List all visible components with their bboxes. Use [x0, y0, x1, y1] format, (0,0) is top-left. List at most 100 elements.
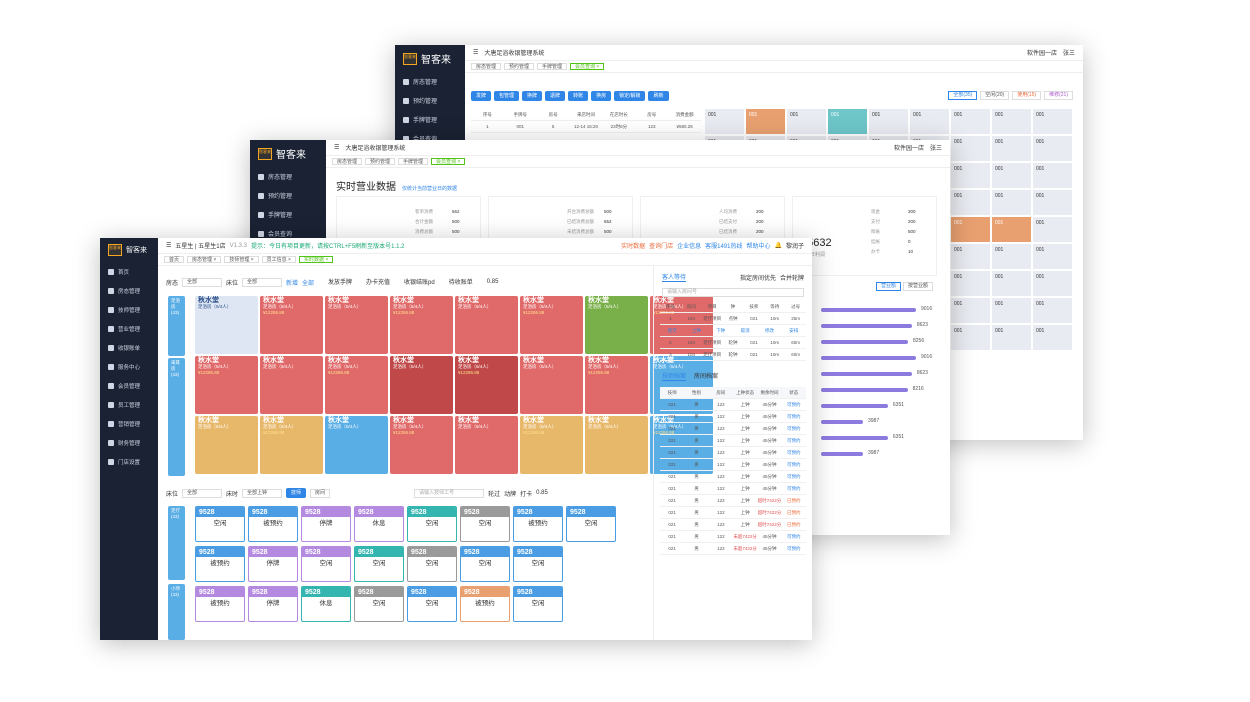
tech-card[interactable]: 9528 空闲 [301, 546, 351, 582]
front-nav-item[interactable]: 门店设置 [100, 452, 158, 471]
tab[interactable]: 房态管理 [471, 63, 502, 70]
filter-select[interactable]: 全部 [182, 278, 223, 287]
tech-card[interactable]: 9528 被预约 [248, 506, 298, 542]
user-name[interactable]: 黎润子 [785, 244, 804, 250]
tech-row[interactable]: 021 男 122 上钟 超时7422分 已预约 [660, 507, 806, 519]
front-nav-item[interactable]: 首页 [100, 262, 158, 281]
mid-nav-3[interactable]: 会员查询 [250, 224, 326, 243]
room-cell[interactable]: 001 [951, 163, 990, 188]
top-link[interactable]: 查询门店 [649, 244, 674, 250]
room-cell[interactable]: 001 [992, 325, 1031, 350]
room-cell[interactable]: 001 [1033, 325, 1072, 350]
tech-row[interactable]: 021 男 122 上钟 45分钟 可预约 [660, 423, 806, 435]
wait-row[interactable]: 1 104 足疗项目 点钟 021 10m 25m [660, 313, 806, 325]
tech-card[interactable]: 9528 停牌 [301, 506, 351, 542]
wait-tab[interactable]: 客人等待 [662, 272, 687, 282]
front-nav-item[interactable]: 财务管理 [100, 433, 158, 452]
user-name[interactable]: 张三 [929, 146, 942, 152]
room-cell[interactable]: 001 [992, 244, 1031, 269]
checkbox[interactable]: 合并轮牌 [779, 275, 804, 282]
front-nav-item[interactable]: 房态管理 [100, 281, 158, 300]
zoom-level[interactable]: 0.85 [536, 490, 548, 496]
tech-row[interactable]: 021 男 122 未超7422分 45分钟 可预约 [660, 543, 806, 555]
filter-all[interactable]: 全部(35) [948, 91, 978, 100]
tab[interactable]: 技师管理 × [224, 256, 259, 263]
top-link[interactable]: 帮助中心 [746, 244, 771, 250]
room-card[interactable]: 秋水堂 足浴房（5/4人） ¥12286.88 [195, 356, 258, 414]
room-card[interactable]: 秋水堂 足浴房（5/4人） ¥12286.88 [455, 356, 518, 414]
tech-card[interactable]: 9528 空闲 [460, 506, 510, 542]
tech-card[interactable]: 9528 空闲 [407, 546, 457, 582]
toolbar-button[interactable]: 包管理 [494, 91, 520, 101]
room-cell[interactable]: 001 [992, 271, 1031, 296]
front-nav-item[interactable]: 营销管理 [100, 414, 158, 433]
tech-card[interactable]: 9528 空闲 [195, 506, 245, 542]
tab[interactable]: 员工信息 × [261, 256, 296, 263]
menu-icon[interactable]: ☰ [334, 145, 340, 151]
room-cell[interactable]: 001 [869, 109, 908, 134]
tech-row[interactable]: 021 男 122 上钟 45分钟 可预约 [660, 411, 806, 423]
filter-link[interactable]: 全部 [302, 281, 315, 287]
zoom-level[interactable]: 0.85 [486, 278, 499, 285]
room-card[interactable]: 秋水堂 足浴房（5/4人） [325, 416, 388, 474]
action-button[interactable]: 发放手牌 [328, 280, 353, 286]
mid-nav-1[interactable]: 预约管理 [250, 186, 326, 205]
room-cell[interactable]: 001 [951, 298, 990, 323]
filter-link[interactable]: 新增 [286, 281, 299, 287]
room-cell[interactable]: 001 [992, 190, 1031, 215]
top-link[interactable]: 客服1491热线 [705, 244, 743, 250]
tab[interactable]: 房态管理 [332, 158, 363, 165]
toolbar-button[interactable]: 换房 [591, 91, 612, 101]
filter-free[interactable]: 空闲(20) [980, 91, 1010, 100]
toolbar-button[interactable]: 换牌 [522, 91, 543, 101]
tab[interactable]: 手牌管理 [537, 63, 568, 70]
filter-select[interactable]: 全部 [242, 278, 283, 287]
front-nav-item[interactable]: 会员管理 [100, 376, 158, 395]
room-card[interactable]: 秋水堂 足浴房（5/4人） ¥12286.88 [260, 296, 323, 354]
room-card[interactable]: 秋水堂 足浴房（5/4人） ¥12286.88 [520, 416, 583, 474]
tech-card[interactable]: 9528 休息 [301, 586, 351, 622]
room-tab[interactable]: 房间档案 [694, 374, 719, 380]
tech-card[interactable]: 9528 空闲 [513, 546, 563, 582]
room-cell[interactable]: 001 [951, 109, 990, 134]
room-cell[interactable]: 001 [1033, 271, 1072, 296]
user-name[interactable]: 张三 [1062, 51, 1075, 57]
tech-card[interactable]: 9528 空闲 [460, 546, 510, 582]
room-card[interactable]: 秋水堂 足浴房（5/4人） ¥12286.88 [585, 356, 648, 414]
action-button[interactable]: 收银结账pd [404, 280, 435, 286]
tab[interactable]: 预约管理 [504, 63, 535, 70]
toolbar-button[interactable]: 转账 [568, 91, 589, 101]
room-cell[interactable]: 001 [992, 217, 1031, 242]
room-card[interactable]: 秋水堂 足浴房（5/4人） ¥12286.88 [650, 296, 713, 354]
room-cell[interactable]: 001 [746, 109, 785, 134]
room-card[interactable]: 秋水堂 足浴房（5/4人） ¥12286.88 [390, 296, 453, 354]
tech-tab[interactable]: 技师档案 [662, 371, 687, 381]
filter-select[interactable]: 全部 [182, 488, 223, 498]
mid-nav-2[interactable]: 手牌管理 [250, 205, 326, 224]
room-card[interactable]: 秋水堂 足浴房（5/4人） [585, 416, 648, 474]
room-cell[interactable]: 001 [992, 136, 1031, 161]
tech-card[interactable]: 9528 停牌 [248, 586, 298, 622]
rank-tab[interactable]: 按营业额 [903, 282, 934, 291]
room-cell[interactable]: 001 [992, 109, 1031, 134]
room-card[interactable]: 秋水堂 足浴房（5/4人） [520, 356, 583, 414]
tech-row[interactable]: 021 男 122 上钟 45分钟 可预约 [660, 447, 806, 459]
tab[interactable]: 预约管理 [365, 158, 396, 165]
tech-card[interactable]: 9528 被预约 [460, 586, 510, 622]
wait-action[interactable]: 修改 [764, 327, 774, 333]
store-name[interactable]: 软件园一店 [1026, 51, 1057, 57]
room-card[interactable]: 秋水堂 足浴房（5/4人） [390, 356, 453, 414]
tech-card[interactable]: 9528 被预约 [195, 586, 245, 622]
tech-card[interactable]: 9528 停牌 [248, 546, 298, 582]
room-card[interactable]: 秋水堂 足浴房（5/4人） [260, 356, 323, 414]
back-nav-0[interactable]: 房态管理 [395, 72, 465, 91]
room-cell[interactable]: 001 [910, 109, 949, 134]
tech-action[interactable]: 动牌 [504, 491, 517, 498]
room-cell[interactable]: 001 [992, 163, 1031, 188]
room-card[interactable]: 秋水堂 足浴房（5/4人） ¥12286.88 [390, 416, 453, 474]
room-cell[interactable]: 001 [828, 109, 867, 134]
room-cell[interactable]: 001 [1033, 190, 1072, 215]
tech-row[interactable]: 021 男 122 上钟 45分钟 可预约 [660, 435, 806, 447]
front-nav-item[interactable]: 收银账单 [100, 338, 158, 357]
tech-row[interactable]: 021 男 122 上钟 超时7422分 已预约 [660, 519, 806, 531]
